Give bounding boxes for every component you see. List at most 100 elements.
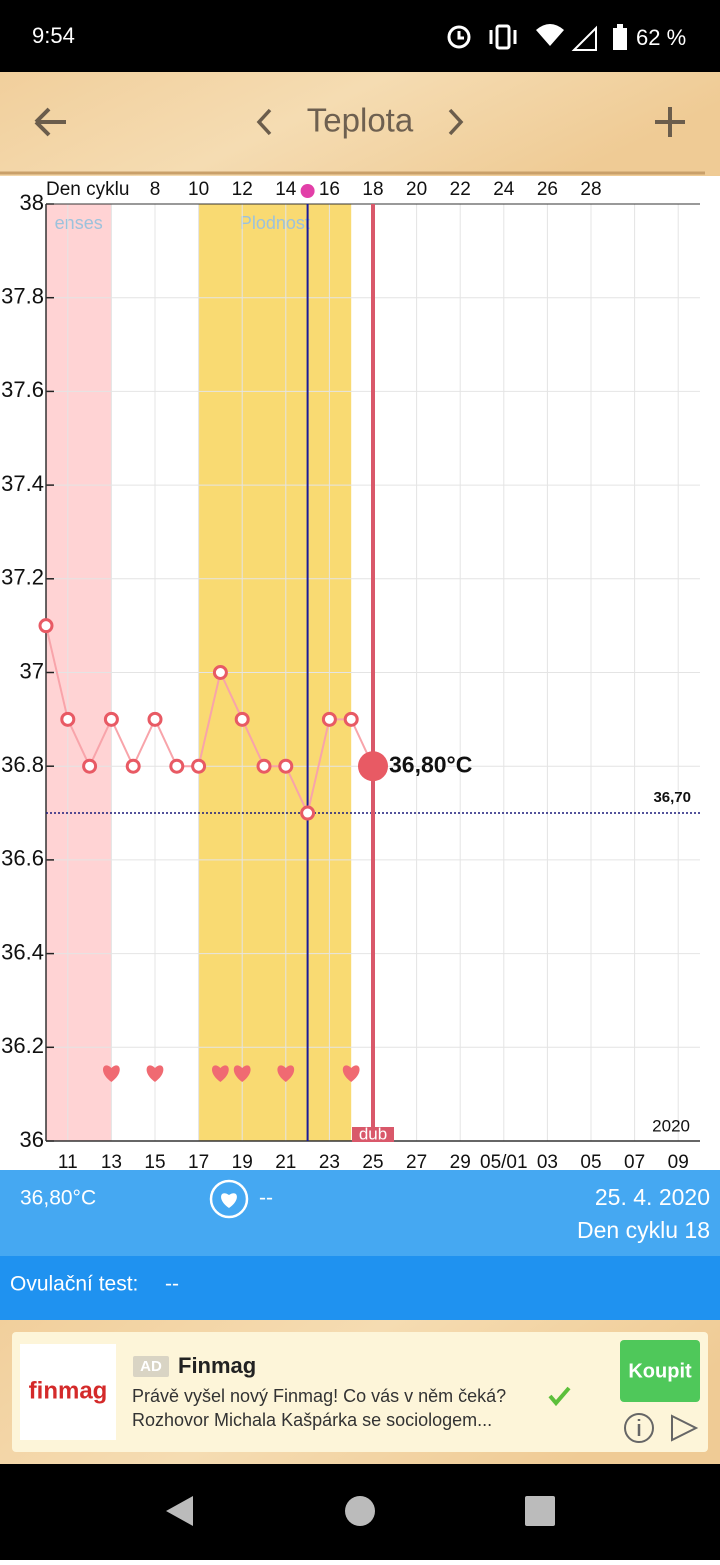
chart: enses Plodnost 36 36.2 36.4 36.6 36.8 37 37.2 37.… <box>1 178 700 1173</box>
cycle-day-tick-label: 16 <box>319 179 340 200</box>
cover-line-label: 36,70 <box>653 789 691 806</box>
ad-logo-box <box>20 1344 116 1440</box>
cycle-day-tick-label: 22 <box>450 179 471 200</box>
cycle-day-tick-label: 8 <box>150 179 161 200</box>
cycle-day-tick-label: 20 <box>406 179 427 200</box>
year-label: 2020 <box>652 1116 690 1135</box>
cycle-day: Den cyklu 18 <box>577 1217 710 1243</box>
clock: 9:54 <box>32 23 75 48</box>
back-button[interactable] <box>34 107 66 137</box>
month-label: dub <box>359 1124 387 1143</box>
ad-info-icon[interactable] <box>624 1413 654 1443</box>
ad-choices-icon[interactable] <box>671 1414 699 1442</box>
value-label: 36,80°C <box>389 751 472 777</box>
y-tick-label: 37.8 <box>1 284 44 309</box>
ovulation-test-label: Ovulační test: <box>10 1273 138 1296</box>
buy-button[interactable] <box>620 1340 700 1402</box>
y-tick-label: 36.4 <box>1 939 44 964</box>
current-temperature: 36,80°C <box>20 1187 96 1210</box>
x-tick-label: 09 <box>668 1152 689 1173</box>
nav-home[interactable] <box>345 1496 375 1526</box>
cycle-day-tick-label: 14 <box>275 179 297 200</box>
previous-button[interactable] <box>256 108 272 136</box>
ad-badge: AD <box>140 1358 162 1375</box>
ad-text-line: Rozhovor Michala Kašpárka se sociologem.… <box>132 1410 492 1430</box>
temperature-point <box>256 758 272 774</box>
ad-badge-box <box>133 1356 169 1377</box>
x-tick-label: 03 <box>537 1152 558 1173</box>
nav-recents[interactable] <box>525 1496 555 1526</box>
x-axis-label: Den cyklu <box>46 179 129 200</box>
temperature-point <box>321 711 337 727</box>
next-button[interactable] <box>448 108 464 136</box>
x-tick-label: 27 <box>406 1152 427 1173</box>
cycle-day-tick-label: 24 <box>493 179 515 200</box>
buy-button-label: Koupit <box>628 1360 692 1382</box>
x-tick-label: 21 <box>275 1152 296 1173</box>
x-tick-label: 11 <box>58 1152 78 1173</box>
temperature-point <box>125 758 141 774</box>
temperature-point <box>60 711 76 727</box>
nav-back[interactable] <box>166 1496 193 1526</box>
temperature-point <box>82 758 98 774</box>
sign-icon[interactable] <box>209 1179 249 1219</box>
status-icons <box>447 24 627 51</box>
add-button[interactable] <box>655 107 685 137</box>
ad-check <box>548 1386 571 1407</box>
x-tick-label: 23 <box>319 1152 340 1173</box>
y-tick-label: 38 <box>20 190 44 215</box>
intercourse-heart <box>233 1065 251 1082</box>
ovulation-test-bar[interactable] <box>0 1256 720 1320</box>
ad-logo: finmag <box>29 1377 108 1404</box>
temperature-point <box>103 711 119 727</box>
temperature-point <box>278 758 294 774</box>
cycle-day-tick-label: 26 <box>537 179 558 200</box>
x-tick-label: 15 <box>144 1152 165 1173</box>
ad-text-line: Právě vyšel nový Finmag! Co vás v něm če… <box>132 1386 506 1406</box>
y-tick-label: 36.8 <box>1 752 44 777</box>
date: 25. 4. 2020 <box>595 1184 710 1210</box>
month-label-box <box>352 1127 394 1142</box>
phase-label: enses <box>55 213 103 233</box>
temperature-line <box>45 625 374 817</box>
x-tick-label: 07 <box>624 1152 645 1173</box>
y-tick-label: 37.2 <box>1 565 44 590</box>
axis-label-background <box>46 178 140 202</box>
y-tick-label: 36 <box>20 1127 44 1152</box>
temperature-point <box>147 711 163 727</box>
temperature-point <box>234 711 250 727</box>
x-tick-label: 19 <box>232 1152 253 1173</box>
sign-value: -- <box>259 1187 273 1210</box>
temperature-point <box>38 618 54 634</box>
y-tick-label: 37 <box>20 658 44 683</box>
ad-card[interactable] <box>12 1332 708 1452</box>
x-tick-label: 17 <box>188 1152 209 1173</box>
cycle-day-tick-label: 18 <box>362 179 383 200</box>
battery-level: 62 % <box>636 25 686 50</box>
intercourse-heart <box>212 1065 229 1082</box>
cycle-day-tick-label: 28 <box>580 179 601 200</box>
x-tick-label: 05 <box>580 1152 601 1173</box>
x-tick-label: 29 <box>450 1152 471 1173</box>
sign-heart <box>221 1193 237 1208</box>
temperature-point <box>212 665 228 680</box>
x-tick-label: 25 <box>362 1152 383 1173</box>
x-tick-label: 13 <box>101 1152 122 1173</box>
y-tick-label: 36.6 <box>1 846 44 871</box>
current-point <box>358 751 388 782</box>
toolbar <box>0 72 720 176</box>
ovulation-marker <box>300 184 315 198</box>
phase-label: Plodnost <box>240 213 310 233</box>
intercourse-heart <box>146 1065 164 1082</box>
info-bar <box>0 1170 720 1256</box>
screen-title: Teplota <box>307 102 414 139</box>
y-tick-label: 37.6 <box>1 377 44 402</box>
status-bar <box>0 0 720 72</box>
intercourse-heart <box>103 1065 120 1082</box>
temperature-point <box>300 805 316 821</box>
cycle-day-tick-label: 12 <box>232 179 253 200</box>
x-tick-label: 05/01 <box>480 1152 528 1173</box>
y-tick-label: 37.4 <box>1 471 44 496</box>
temperature-point <box>343 711 359 727</box>
